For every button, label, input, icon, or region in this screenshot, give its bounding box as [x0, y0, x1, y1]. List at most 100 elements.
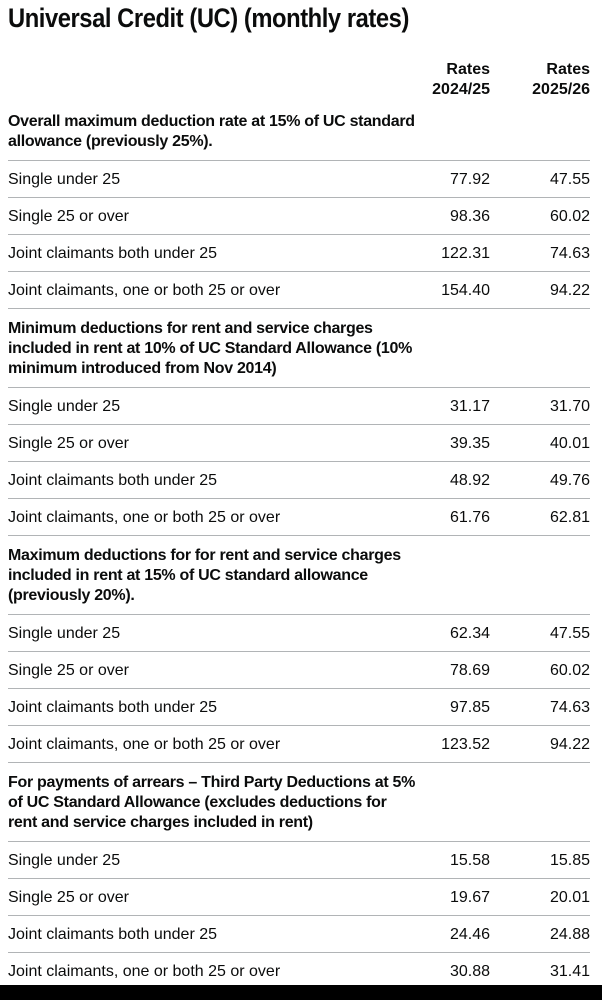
rate-2025-26: 31.41	[490, 952, 590, 990]
rates-table: Rates 2024/25 Rates 2025/26 Overall maxi…	[8, 60, 590, 990]
rate-2024-25: 15.58	[400, 841, 490, 879]
row-label: Joint claimants both under 25	[8, 461, 400, 499]
section-heading-line: Minimum deductions for rent and service …	[8, 319, 373, 337]
row-label: Joint claimants both under 25	[8, 688, 400, 726]
section-heading-line: minimum introduced from Nov 2014)	[8, 359, 277, 377]
row-label: Joint claimants, one or both 25 or over	[8, 271, 400, 309]
rate-2025-26: 62.81	[490, 498, 590, 536]
rate-2024-25: 48.92	[400, 461, 490, 499]
col-header-line: Rates	[446, 60, 490, 78]
table-row: Single under 25 77.92 47.55	[8, 160, 590, 198]
section-heading-line: allowance (previously 25%).	[8, 132, 213, 150]
row-label: Joint claimants, one or both 25 or over	[8, 725, 400, 763]
rate-2024-25: 77.92	[400, 160, 490, 198]
rate-2025-26: 47.55	[490, 160, 590, 198]
table-row: Joint claimants both under 25 122.31 74.63	[8, 234, 590, 272]
section-heading-line: Maximum deductions for for rent and serv…	[8, 546, 401, 564]
rate-2024-25: 39.35	[400, 424, 490, 462]
row-label: Joint claimants, one or both 25 or over	[8, 952, 400, 990]
table-row: Single 25 or over 98.36 60.02	[8, 197, 590, 235]
section-heading-line: rent and service charges included in ren…	[8, 813, 313, 831]
rate-2025-26: 74.63	[490, 688, 590, 726]
page-title: Universal Credit (UC) (monthly rates)	[8, 3, 409, 33]
row-label: Single under 25	[8, 387, 400, 425]
col-header-line: 2025/26	[532, 80, 590, 98]
rate-2024-25: 31.17	[400, 387, 490, 425]
table-row: Joint claimants, one or both 25 or over 1…	[8, 725, 590, 763]
row-label: Single under 25	[8, 841, 400, 879]
col-header-rates-2025-26: Rates 2025/26	[490, 60, 590, 102]
table-row: Single 25 or over 19.67 20.01	[8, 878, 590, 916]
rate-2025-26: 31.70	[490, 387, 590, 425]
section-heading-filler	[490, 101, 590, 161]
row-label: Single 25 or over	[8, 197, 400, 235]
section-heading-line: included in rent at 15% of UC standard a…	[8, 566, 368, 584]
section-heading-filler	[490, 308, 590, 388]
row-label: Single under 25	[8, 160, 400, 198]
col-header-line: Rates	[546, 60, 590, 78]
section-heading-filler	[490, 535, 590, 615]
row-label: Joint claimants both under 25	[8, 915, 400, 953]
section-heading-line: of UC Standard Allowance (excludes deduc…	[8, 793, 387, 811]
column-header-row: Rates 2024/25 Rates 2025/26	[8, 60, 590, 102]
rate-2025-26: 15.85	[490, 841, 590, 879]
table-row: Single 25 or over 78.69 60.02	[8, 651, 590, 689]
table-row: Single 25 or over 39.35 40.01	[8, 424, 590, 462]
rate-2024-25: 97.85	[400, 688, 490, 726]
section-heading-row: Overall maximum deduction rate at 15% of…	[8, 101, 590, 161]
table-row: Joint claimants both under 25 24.46 24.88	[8, 915, 590, 953]
section-heading: Maximum deductions for for rent and serv…	[8, 535, 401, 615]
rate-2025-26: 40.01	[490, 424, 590, 462]
rate-2025-26: 24.88	[490, 915, 590, 953]
table-row: Single under 25 62.34 47.55	[8, 614, 590, 652]
rate-2025-26: 47.55	[490, 614, 590, 652]
table-row: Single under 25 15.58 15.85	[8, 841, 590, 879]
table-row: Single under 25 31.17 31.70	[8, 387, 590, 425]
table-row: Joint claimants, one or both 25 or over 6…	[8, 498, 590, 536]
section-heading-filler	[400, 535, 490, 615]
rate-2025-26: 20.01	[490, 878, 590, 916]
rate-2024-25: 30.88	[400, 952, 490, 990]
rate-2024-25: 154.40	[400, 271, 490, 309]
rate-2025-26: 60.02	[490, 651, 590, 689]
section-heading-row: Minimum deductions for rent and service …	[8, 308, 590, 388]
rate-2024-25: 122.31	[400, 234, 490, 272]
row-label: Single under 25	[8, 614, 400, 652]
section-heading-line: For payments of arrears – Third Party De…	[8, 773, 416, 791]
table-row: Joint claimants, one or both 25 or over 1…	[8, 271, 590, 309]
row-label: Joint claimants both under 25	[8, 234, 400, 272]
table-row: Joint claimants both under 25 97.85 74.63	[8, 688, 590, 726]
row-label: Single 25 or over	[8, 878, 400, 916]
rate-2024-25: 19.67	[400, 878, 490, 916]
rate-2025-26: 49.76	[490, 461, 590, 499]
rate-2025-26: 94.22	[490, 271, 590, 309]
section-heading-filler	[400, 101, 490, 161]
section-heading: For payments of arrears – Third Party De…	[8, 762, 416, 842]
section-heading-filler	[400, 762, 490, 842]
section-heading: Minimum deductions for rent and service …	[8, 308, 413, 388]
section-heading-line: Overall maximum deduction rate at 15% of…	[8, 112, 415, 130]
section-heading-row: Maximum deductions for for rent and serv…	[8, 535, 590, 615]
row-label: Single 25 or over	[8, 424, 400, 462]
col-header-line: 2024/25	[432, 80, 490, 98]
rate-2024-25: 61.76	[400, 498, 490, 536]
rate-2025-26: 60.02	[490, 197, 590, 235]
rate-2025-26: 94.22	[490, 725, 590, 763]
footer-bar	[0, 985, 602, 1000]
rate-2024-25: 24.46	[400, 915, 490, 953]
rate-2025-26: 74.63	[490, 234, 590, 272]
section-heading-line: (previously 20%).	[8, 586, 135, 604]
table-row: Joint claimants both under 25 48.92 49.76	[8, 461, 590, 499]
rate-2024-25: 78.69	[400, 651, 490, 689]
rate-2024-25: 62.34	[400, 614, 490, 652]
rate-2024-25: 123.52	[400, 725, 490, 763]
row-label: Joint claimants, one or both 25 or over	[8, 498, 400, 536]
row-label: Single 25 or over	[8, 651, 400, 689]
empty-header-cell	[8, 60, 400, 102]
section-heading-line: included in rent at 10% of UC Standard A…	[8, 339, 413, 357]
table-row: Joint claimants, one or both 25 or over 3…	[8, 952, 590, 990]
col-header-rates-2024-25: Rates 2024/25	[400, 60, 490, 102]
section-heading: Overall maximum deduction rate at 15% of…	[8, 101, 415, 161]
section-heading-row: For payments of arrears – Third Party De…	[8, 762, 590, 842]
